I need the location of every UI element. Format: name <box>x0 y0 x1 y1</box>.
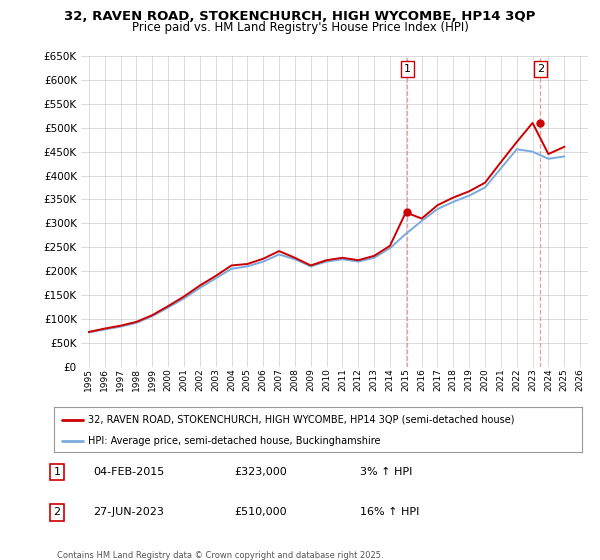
Text: HPI: Average price, semi-detached house, Buckinghamshire: HPI: Average price, semi-detached house,… <box>88 436 381 446</box>
Text: 04-FEB-2015: 04-FEB-2015 <box>93 467 164 477</box>
Text: £323,000: £323,000 <box>234 467 287 477</box>
Text: 1: 1 <box>404 64 411 74</box>
Text: Price paid vs. HM Land Registry's House Price Index (HPI): Price paid vs. HM Land Registry's House … <box>131 21 469 34</box>
Text: 3% ↑ HPI: 3% ↑ HPI <box>360 467 412 477</box>
Text: 2: 2 <box>537 64 544 74</box>
Text: 27-JUN-2023: 27-JUN-2023 <box>93 507 164 517</box>
Text: Contains HM Land Registry data © Crown copyright and database right 2025.
This d: Contains HM Land Registry data © Crown c… <box>57 551 383 560</box>
Text: 2: 2 <box>53 507 61 517</box>
Text: 1: 1 <box>53 467 61 477</box>
Text: 32, RAVEN ROAD, STOKENCHURCH, HIGH WYCOMBE, HP14 3QP (semi-detached house): 32, RAVEN ROAD, STOKENCHURCH, HIGH WYCOM… <box>88 414 515 424</box>
Text: 16% ↑ HPI: 16% ↑ HPI <box>360 507 419 517</box>
Text: 32, RAVEN ROAD, STOKENCHURCH, HIGH WYCOMBE, HP14 3QP: 32, RAVEN ROAD, STOKENCHURCH, HIGH WYCOM… <box>64 10 536 23</box>
Text: £510,000: £510,000 <box>234 507 287 517</box>
